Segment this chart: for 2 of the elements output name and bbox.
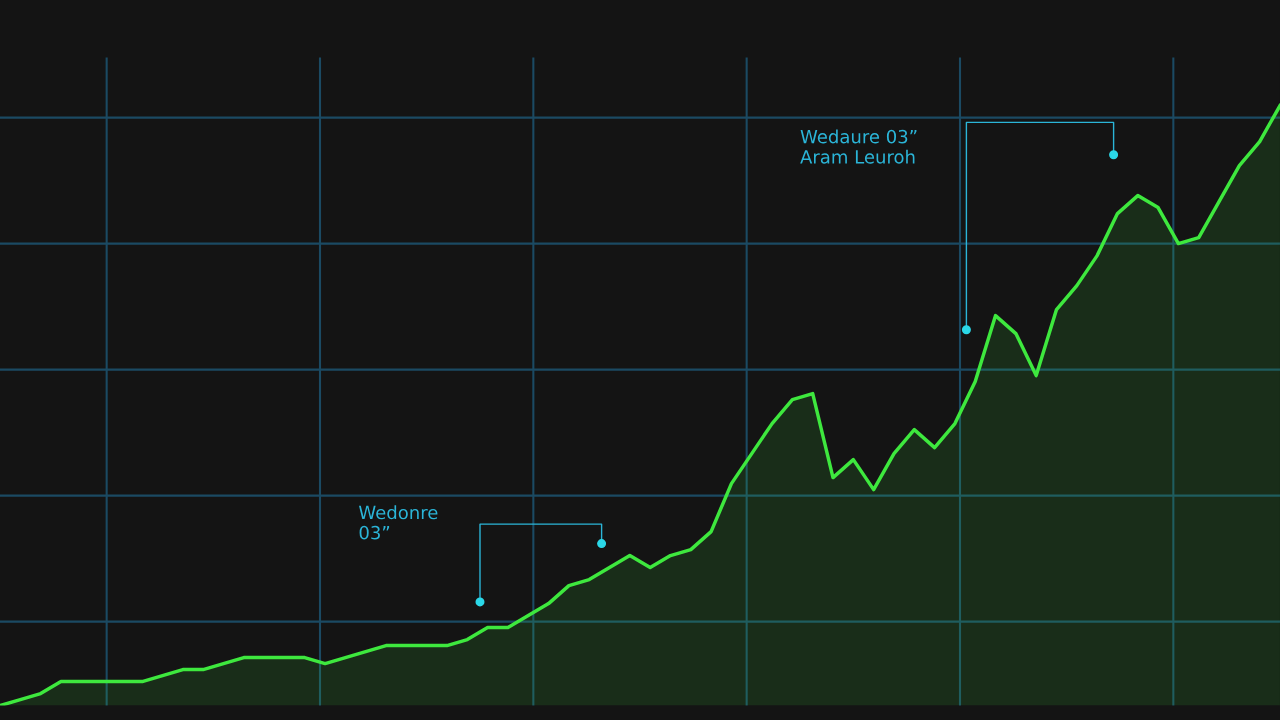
annotation: Wedonre 03” [359, 505, 438, 540]
annotation: Wedaure 03” Aram Leuroh [800, 129, 917, 164]
